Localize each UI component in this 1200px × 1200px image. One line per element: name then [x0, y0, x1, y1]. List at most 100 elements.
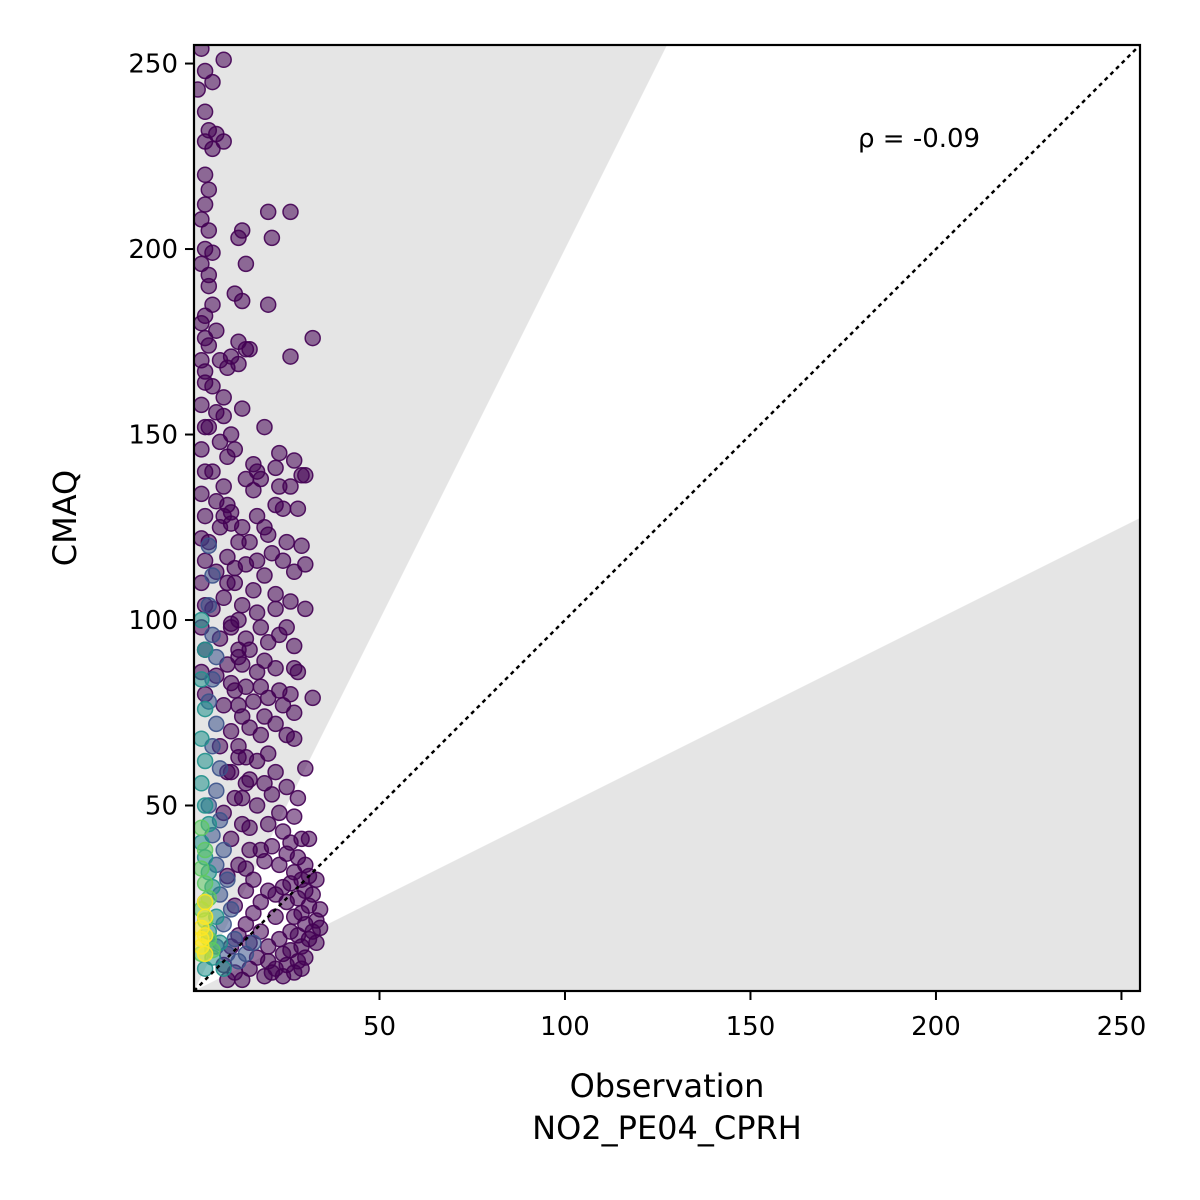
data-point — [196, 893, 214, 911]
y-tick-label: 50 — [145, 792, 178, 822]
y-tick-label: 200 — [128, 235, 178, 265]
data-point — [248, 604, 266, 621]
data-point — [194, 81, 206, 98]
data-point — [285, 452, 303, 469]
data-point — [230, 355, 247, 373]
data-point — [194, 45, 210, 57]
data-point — [230, 229, 247, 247]
plot-area — [194, 45, 1140, 991]
data-point — [196, 329, 214, 347]
data-point — [215, 697, 232, 714]
data-point — [215, 478, 232, 495]
data-point — [194, 775, 210, 792]
data-point — [308, 934, 325, 952]
data-point — [200, 596, 218, 614]
data-point — [219, 871, 236, 888]
data-point — [215, 133, 232, 150]
data-point — [285, 808, 303, 825]
data-point — [271, 856, 288, 874]
data-point — [297, 467, 314, 484]
data-point — [196, 552, 214, 569]
data-point — [278, 533, 295, 551]
data-point — [196, 752, 214, 770]
data-point — [285, 637, 303, 655]
data-point — [245, 934, 262, 952]
data-point — [237, 915, 255, 933]
data-point — [293, 537, 310, 555]
data-point — [274, 823, 292, 840]
data-point — [233, 815, 251, 833]
data-point — [267, 908, 284, 926]
data-point — [194, 485, 210, 503]
data-point — [237, 470, 255, 488]
data-point — [196, 945, 214, 963]
data-point — [200, 181, 218, 198]
data-point — [237, 945, 255, 963]
data-point — [282, 348, 299, 365]
data-point — [245, 582, 262, 599]
data-point — [226, 574, 244, 592]
shaded-band-below — [194, 518, 1140, 991]
data-point — [278, 778, 295, 796]
data-point — [282, 593, 299, 610]
data-point — [274, 500, 292, 517]
data-point — [226, 789, 244, 807]
data-point — [208, 322, 225, 339]
data-point — [259, 526, 277, 543]
data-point — [259, 203, 277, 221]
data-point — [204, 737, 221, 755]
data-point — [204, 73, 221, 91]
data-point — [194, 396, 210, 414]
data-point — [194, 860, 210, 877]
data-point — [208, 715, 225, 733]
data-point — [196, 507, 214, 525]
data-point — [226, 682, 244, 699]
data-point — [248, 752, 266, 770]
x-tick-label: 100 — [540, 1012, 590, 1042]
data-point — [241, 533, 258, 551]
correlation-annotation: ρ = -0.09 — [858, 124, 980, 154]
data-point — [196, 463, 214, 480]
data-point — [233, 400, 251, 417]
data-point — [285, 730, 303, 747]
y-tick-label: 150 — [128, 421, 178, 451]
data-point — [259, 882, 277, 900]
y-axis-label: CMAQ — [46, 470, 84, 566]
data-point — [233, 596, 251, 614]
data-point — [285, 563, 303, 581]
data-point — [245, 693, 262, 710]
data-point — [297, 760, 314, 777]
data-point — [196, 797, 214, 814]
data-point — [289, 789, 307, 807]
data-point — [204, 626, 221, 644]
data-point — [282, 478, 299, 495]
data-point — [259, 815, 277, 833]
data-point — [204, 140, 221, 158]
data-point — [233, 656, 251, 673]
data-point — [259, 634, 277, 651]
data-point — [208, 493, 225, 510]
data-point — [208, 782, 225, 799]
data-point — [196, 166, 214, 184]
data-point — [259, 689, 277, 707]
data-point — [233, 708, 251, 725]
data-point — [196, 418, 214, 436]
data-point — [248, 663, 266, 681]
data-point — [194, 441, 210, 458]
data-point — [211, 352, 229, 369]
data-point — [194, 730, 210, 747]
data-point — [200, 277, 218, 295]
data-point — [304, 689, 321, 707]
data-point — [230, 641, 247, 658]
data-point — [267, 600, 284, 618]
x-tick-label: 250 — [1097, 1012, 1147, 1042]
data-point — [194, 671, 210, 688]
data-point — [194, 930, 210, 948]
data-point — [196, 374, 214, 391]
data-point — [196, 196, 214, 213]
data-point — [196, 841, 214, 859]
data-point — [304, 329, 321, 347]
data-point — [271, 444, 288, 462]
data-point — [208, 648, 225, 666]
